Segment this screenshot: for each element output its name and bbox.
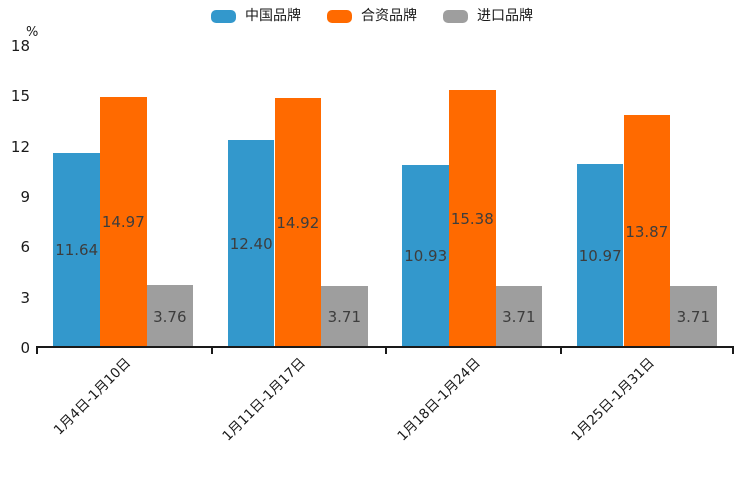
y-tick-label: 12 (10, 137, 30, 156)
x-tick-mark (732, 348, 734, 354)
bar-value-label: 15.38 (450, 210, 494, 228)
bar (670, 285, 717, 348)
bar-value-label: 10.93 (404, 247, 448, 266)
bar (321, 285, 368, 348)
y-tick-label: 9 (20, 188, 30, 206)
bar-value-label: 11.64 (55, 241, 99, 260)
x-category-label: 1月4日-1月10日 (51, 355, 135, 439)
bar (576, 163, 624, 348)
legend-swatch (211, 9, 236, 23)
legend-item: 中国品牌 (211, 7, 301, 25)
bar (227, 140, 275, 348)
bar-value-label: 10.97 (578, 247, 622, 265)
legend-swatch (443, 9, 468, 23)
bar-value-label: 3.71 (327, 307, 361, 326)
y-tick-label: 3 (20, 288, 30, 307)
bar (146, 284, 194, 348)
bar (274, 97, 322, 348)
bar-value-label: 14.97 (101, 213, 145, 232)
bar (623, 115, 671, 348)
bar (402, 164, 449, 348)
bar (100, 96, 147, 348)
x-tick-mark (210, 348, 213, 354)
bar (53, 152, 100, 348)
x-axis-line (36, 346, 734, 348)
x-tick-mark (385, 348, 387, 354)
y-axis-unit-label: % (26, 25, 39, 40)
legend: 中国品牌 合资品牌 进口品牌 (0, 7, 744, 25)
bar-value-label: 3.71 (676, 307, 710, 326)
bar-value-label: 13.87 (625, 222, 669, 241)
y-tick-label: 6 (20, 238, 30, 257)
x-tick-mark (559, 348, 562, 354)
y-tick-label: 0 (20, 339, 30, 357)
bar-value-label: 3.71 (502, 307, 536, 326)
y-tick-label: 15 (10, 87, 30, 106)
x-category-label: 1月11日-1月17日 (219, 355, 310, 445)
legend-item: 合资品牌 (327, 7, 417, 25)
x-tick-mark (36, 348, 38, 354)
bar-value-label: 3.76 (153, 307, 187, 326)
bar-value-label: 12.40 (229, 235, 273, 253)
bar-value-label: 14.92 (276, 213, 320, 232)
x-category-label: 1月18日-1月24日 (394, 355, 484, 445)
legend-swatch (327, 9, 352, 23)
legend-item: 进口品牌 (443, 7, 533, 25)
legend-item-label: 中国品牌 (245, 8, 301, 24)
legend-item-label: 合资品牌 (361, 8, 417, 24)
x-category-label: 1月25日-1月31日 (568, 355, 659, 445)
bar (449, 90, 496, 348)
y-tick-label: 18 (10, 37, 30, 55)
legend-item-label: 进口品牌 (477, 8, 533, 24)
bar (495, 285, 543, 348)
